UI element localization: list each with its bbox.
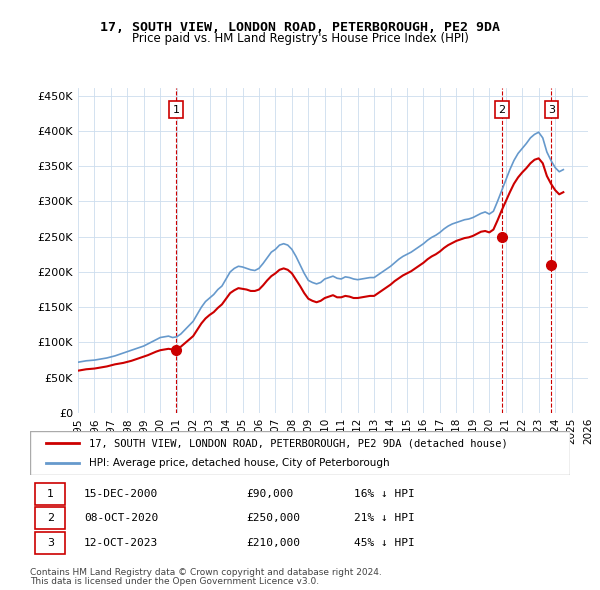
Text: 3: 3 [47,538,54,548]
FancyBboxPatch shape [35,483,65,505]
Text: 17, SOUTH VIEW, LONDON ROAD, PETERBOROUGH, PE2 9DA: 17, SOUTH VIEW, LONDON ROAD, PETERBOROUG… [100,21,500,34]
Text: 2: 2 [47,513,54,523]
Text: 1: 1 [173,104,179,114]
Text: This data is licensed under the Open Government Licence v3.0.: This data is licensed under the Open Gov… [30,577,319,586]
Text: 1: 1 [47,489,54,499]
Text: £210,000: £210,000 [246,538,300,548]
Text: £90,000: £90,000 [246,489,293,499]
Text: 2: 2 [499,104,506,114]
Text: 17, SOUTH VIEW, LONDON ROAD, PETERBOROUGH, PE2 9DA (detached house): 17, SOUTH VIEW, LONDON ROAD, PETERBOROUG… [89,438,508,448]
Text: 45% ↓ HPI: 45% ↓ HPI [354,538,415,548]
FancyBboxPatch shape [30,431,570,475]
Text: 3: 3 [548,104,555,114]
Text: HPI: Average price, detached house, City of Peterborough: HPI: Average price, detached house, City… [89,458,390,467]
Text: 21% ↓ HPI: 21% ↓ HPI [354,513,415,523]
FancyBboxPatch shape [35,507,65,529]
Text: 16% ↓ HPI: 16% ↓ HPI [354,489,415,499]
Text: 08-OCT-2020: 08-OCT-2020 [84,513,158,523]
Text: Contains HM Land Registry data © Crown copyright and database right 2024.: Contains HM Land Registry data © Crown c… [30,568,382,576]
Text: 12-OCT-2023: 12-OCT-2023 [84,538,158,548]
Text: 15-DEC-2000: 15-DEC-2000 [84,489,158,499]
Text: Price paid vs. HM Land Registry's House Price Index (HPI): Price paid vs. HM Land Registry's House … [131,32,469,45]
FancyBboxPatch shape [35,532,65,555]
Text: £250,000: £250,000 [246,513,300,523]
